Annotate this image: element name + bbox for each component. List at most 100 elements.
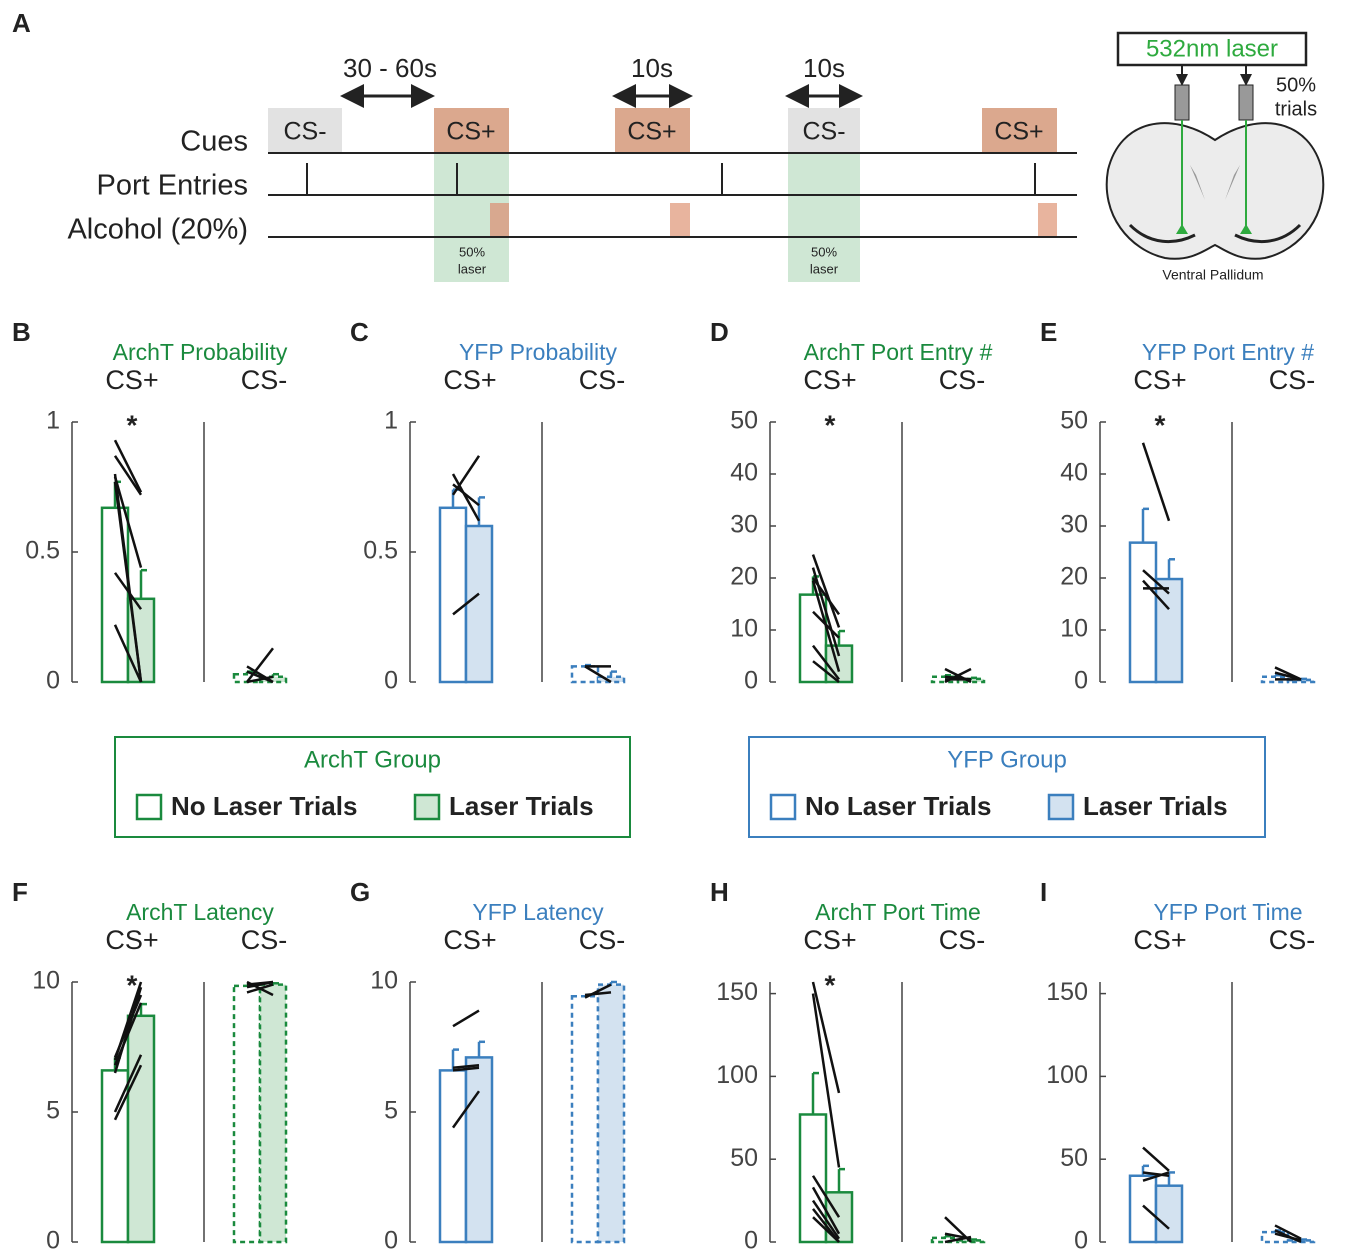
y-tick-label: 50 <box>1060 407 1088 435</box>
cue-label: CS+ <box>627 118 676 146</box>
subject-line <box>115 440 141 492</box>
fiber <box>1175 85 1189 120</box>
panel-label: E <box>1040 317 1057 347</box>
category-label: CS+ <box>105 925 158 955</box>
bar <box>572 666 598 682</box>
y-tick-label: 20 <box>730 563 758 591</box>
legend-title: ArchT Group <box>304 746 441 773</box>
y-tick-label: 150 <box>716 978 758 1006</box>
bar <box>466 526 492 682</box>
y-tick-label: 0 <box>46 1227 60 1252</box>
subject-line <box>1143 1148 1169 1171</box>
category-label: CS+ <box>1133 365 1186 395</box>
y-tick-label: 0 <box>744 1227 758 1252</box>
y-tick-label: 0 <box>384 1227 398 1252</box>
bar <box>1156 1186 1182 1242</box>
legend-label: Laser Trials <box>449 791 594 821</box>
panel-label: D <box>710 317 729 347</box>
category-label: CS- <box>939 365 986 395</box>
laser-note: laser <box>458 261 487 276</box>
y-tick-label: 0 <box>1074 1227 1088 1252</box>
bar <box>102 508 128 682</box>
category-label: CS- <box>241 925 288 955</box>
laser-box-label: 532nm laser <box>1146 35 1278 62</box>
panel-title: YFP Port Entry # <box>1142 339 1314 365</box>
y-tick-label: 10 <box>370 967 398 995</box>
bar <box>572 996 598 1242</box>
category-label: CS+ <box>803 925 856 955</box>
row-label: Alcohol (20%) <box>67 214 248 246</box>
category-label: CS- <box>939 925 986 955</box>
panel-label: C <box>350 317 369 347</box>
y-tick-label: 0 <box>1074 667 1088 695</box>
y-tick-label: 30 <box>1060 511 1088 539</box>
alcohol-delivery <box>670 203 690 237</box>
legend-title: YFP Group <box>947 746 1067 773</box>
panel-label: H <box>710 877 729 907</box>
category-label: CS+ <box>443 365 496 395</box>
y-tick-label: 50 <box>730 1144 758 1172</box>
cue-label: CS- <box>802 118 845 146</box>
panel-title: YFP Probability <box>459 339 618 365</box>
bar <box>1156 579 1182 682</box>
y-tick-label: 10 <box>1060 615 1088 643</box>
bar <box>128 1016 154 1242</box>
y-tick-label: 0.5 <box>363 537 398 565</box>
interval-label: 10s <box>631 53 673 83</box>
laser-note: 50% <box>811 244 837 259</box>
y-tick-label: 0 <box>384 667 398 695</box>
y-tick-label: 0 <box>46 667 60 695</box>
interval-label: 30 - 60s <box>343 53 437 83</box>
legend-swatch <box>1049 795 1073 819</box>
y-tick-label: 10 <box>730 615 758 643</box>
y-tick-label: 1 <box>384 407 398 435</box>
panel-label: F <box>12 877 28 907</box>
figure: A 30 - 60s 10s 10s Cues Port Entries Alc… <box>0 0 1351 1252</box>
y-tick-label: 100 <box>716 1061 758 1089</box>
panel-title: ArchT Latency <box>126 899 274 925</box>
legend-swatch <box>415 795 439 819</box>
bar <box>1130 1176 1156 1242</box>
significance: * <box>825 969 836 1000</box>
bar <box>598 985 624 1242</box>
cue-label: CS- <box>283 118 326 146</box>
trials-note: 50% <box>1276 74 1316 96</box>
y-tick-label: 30 <box>730 511 758 539</box>
panel-title: ArchT Port Entry # <box>804 339 993 365</box>
category-label: CS+ <box>1133 925 1186 955</box>
y-tick-label: 5 <box>46 1097 60 1125</box>
y-tick-label: 20 <box>1060 563 1088 591</box>
subject-line <box>453 1011 479 1027</box>
laser-note: laser <box>810 261 839 276</box>
significance: * <box>825 409 836 440</box>
bar <box>826 646 852 682</box>
bar <box>1130 543 1156 682</box>
laser-note: 50% <box>459 244 485 259</box>
bar <box>440 1070 466 1242</box>
y-tick-label: 1 <box>46 407 60 435</box>
panel-title: ArchT Probability <box>113 339 288 365</box>
legend-label: No Laser Trials <box>171 791 357 821</box>
y-tick-label: 50 <box>1060 1144 1088 1172</box>
alcohol-delivery <box>490 203 509 237</box>
bar <box>800 1114 826 1242</box>
category-label: CS+ <box>105 365 158 395</box>
bar <box>102 1070 128 1242</box>
legend-label: No Laser Trials <box>805 791 991 821</box>
category-label: CS+ <box>803 365 856 395</box>
category-label: CS+ <box>443 925 496 955</box>
trials-note: trials <box>1275 98 1317 120</box>
cue-label: CS+ <box>994 118 1043 146</box>
panel-title: YFP Port Time <box>1153 899 1302 925</box>
row-label: Cues <box>180 126 248 158</box>
y-tick-label: 10 <box>32 967 60 995</box>
y-tick-label: 0 <box>744 667 758 695</box>
y-tick-label: 100 <box>1046 1061 1088 1089</box>
brain-outline <box>1107 123 1324 259</box>
bar <box>260 985 286 1242</box>
category-label: CS- <box>241 365 288 395</box>
fiber <box>1239 85 1253 120</box>
category-label: CS- <box>1269 365 1316 395</box>
panel-title: ArchT Port Time <box>815 899 981 925</box>
subject-line <box>453 484 479 505</box>
